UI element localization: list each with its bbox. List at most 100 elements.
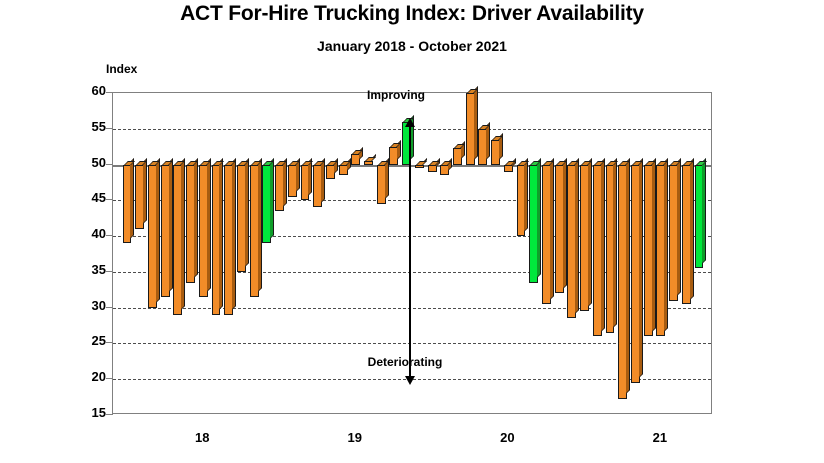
y-tick-label: 55: [91, 118, 106, 134]
y-tick-mark: [106, 270, 113, 272]
gridline: [113, 200, 711, 202]
gridline: [113, 271, 711, 273]
bar-oct-20: [542, 157, 554, 305]
y-tick-label: 15: [91, 405, 106, 420]
chart-subtitle: January 2018 - October 2021: [317, 38, 507, 54]
bar-aug-20: [516, 157, 529, 237]
bar-mar-20: [453, 141, 465, 165]
bar-nov-18: [249, 157, 262, 297]
y-tick-mark: [106, 163, 113, 165]
bar-jul-19: [351, 146, 364, 165]
y-tick-label: 20: [91, 369, 106, 385]
arrow-head-down-icon: [405, 375, 415, 385]
arrow-head-up-icon: [405, 118, 415, 128]
bar-feb-21: [592, 157, 605, 337]
bar-3d-side: [206, 157, 211, 292]
bar-may-20: [478, 121, 491, 165]
bar-feb-20: [440, 157, 453, 176]
bar-may-18: [173, 157, 186, 315]
y-tick-label: 30: [91, 297, 106, 313]
bar-3d-side: [549, 157, 554, 300]
bar-feb-19: [287, 157, 300, 197]
bar-apr-21: [618, 157, 631, 399]
gridline: [113, 343, 711, 345]
bar-3d-side: [282, 157, 287, 207]
bar-jun-20: [491, 132, 504, 165]
bar-3d-side: [651, 157, 656, 332]
annotation-deteriorating: Deteriorating: [367, 355, 443, 369]
x-tick-label: 18: [195, 430, 210, 445]
bar-3d-side: [588, 157, 593, 307]
y-tick-label: 45: [91, 190, 106, 206]
bar-3d-side: [333, 157, 338, 174]
y-tick-mark: [106, 414, 113, 415]
bar-3d-side: [677, 157, 682, 296]
bar-sep-18: [224, 157, 237, 315]
y-axis-label: Index: [106, 62, 138, 76]
bar-3d-side: [664, 157, 669, 332]
bar-3d-side: [270, 157, 275, 239]
bar-jun-21: [643, 157, 656, 337]
bar-3d-top: [365, 156, 376, 161]
chart-title: ACT For-Hire Trucking Index: Driver Avai…: [180, 2, 644, 25]
bar-3d-side: [181, 157, 186, 310]
bar-may-21: [631, 157, 643, 383]
bar-jan-18: [122, 157, 135, 244]
bar-3d-side: [638, 157, 643, 378]
bar-may-19: [325, 157, 338, 179]
y-tick-mark: [106, 306, 113, 308]
y-tick-mark: [106, 199, 113, 201]
bar-3d-side: [155, 157, 160, 303]
bar-3d-side: [257, 157, 262, 292]
bar-oct-19: [389, 139, 402, 165]
bar-3d-side: [575, 157, 580, 314]
baseline-50: [113, 164, 711, 167]
y-tick-mark: [106, 127, 113, 129]
bar-jul-20: [503, 157, 516, 172]
bar-3d-side: [232, 157, 237, 310]
bar-mar-18: [147, 157, 160, 308]
y-tick-label: 40: [91, 226, 106, 242]
bar-3d-top: [415, 160, 427, 165]
x-tick-label: 21: [652, 430, 668, 445]
bar-dec-18: [262, 157, 275, 244]
gridline: [113, 307, 711, 309]
bar-apr-19: [313, 157, 326, 208]
bar-3d-side: [321, 157, 326, 203]
bar-dec-20: [567, 157, 580, 319]
bar-jan-20: [427, 157, 440, 172]
bar-3d-side: [689, 157, 694, 300]
direction-arrow-line: [409, 126, 411, 377]
bar-aug-21: [669, 157, 682, 301]
bar-jun-19: [338, 157, 351, 176]
bar-3d-side: [193, 157, 198, 278]
bar-3d-side: [702, 157, 707, 264]
y-tick-mark: [106, 342, 113, 344]
bar-dec-19: [414, 157, 427, 169]
y-tick-mark: [106, 235, 113, 237]
bar-jul-18: [198, 157, 211, 297]
bar-3d-side: [537, 157, 542, 278]
y-tick-mark: [106, 92, 113, 93]
bar-3d-side: [562, 157, 567, 289]
bar-3d-side: [626, 157, 631, 394]
bar-jan-21: [580, 157, 593, 312]
bar-oct-21: [694, 157, 707, 269]
bar-3d-side: [600, 157, 605, 332]
bar-sep-19: [376, 157, 389, 204]
gridline: [113, 236, 711, 238]
bar-mar-19: [300, 157, 313, 201]
bar-3d-side: [524, 157, 529, 232]
bar-3d-side: [219, 157, 224, 310]
bar-3d-side: [130, 157, 135, 239]
y-tick-label: 60: [91, 83, 106, 98]
bar-oct-18: [236, 157, 249, 272]
x-tick-label: 19: [347, 430, 363, 445]
bar-apr-20: [465, 86, 478, 165]
bar-feb-18: [135, 157, 148, 229]
y-tick-mark: [106, 378, 113, 380]
bar-apr-18: [160, 157, 173, 297]
bar-jul-21: [656, 157, 669, 337]
bar-aug-19: [364, 153, 376, 165]
plot-area: [112, 86, 712, 414]
